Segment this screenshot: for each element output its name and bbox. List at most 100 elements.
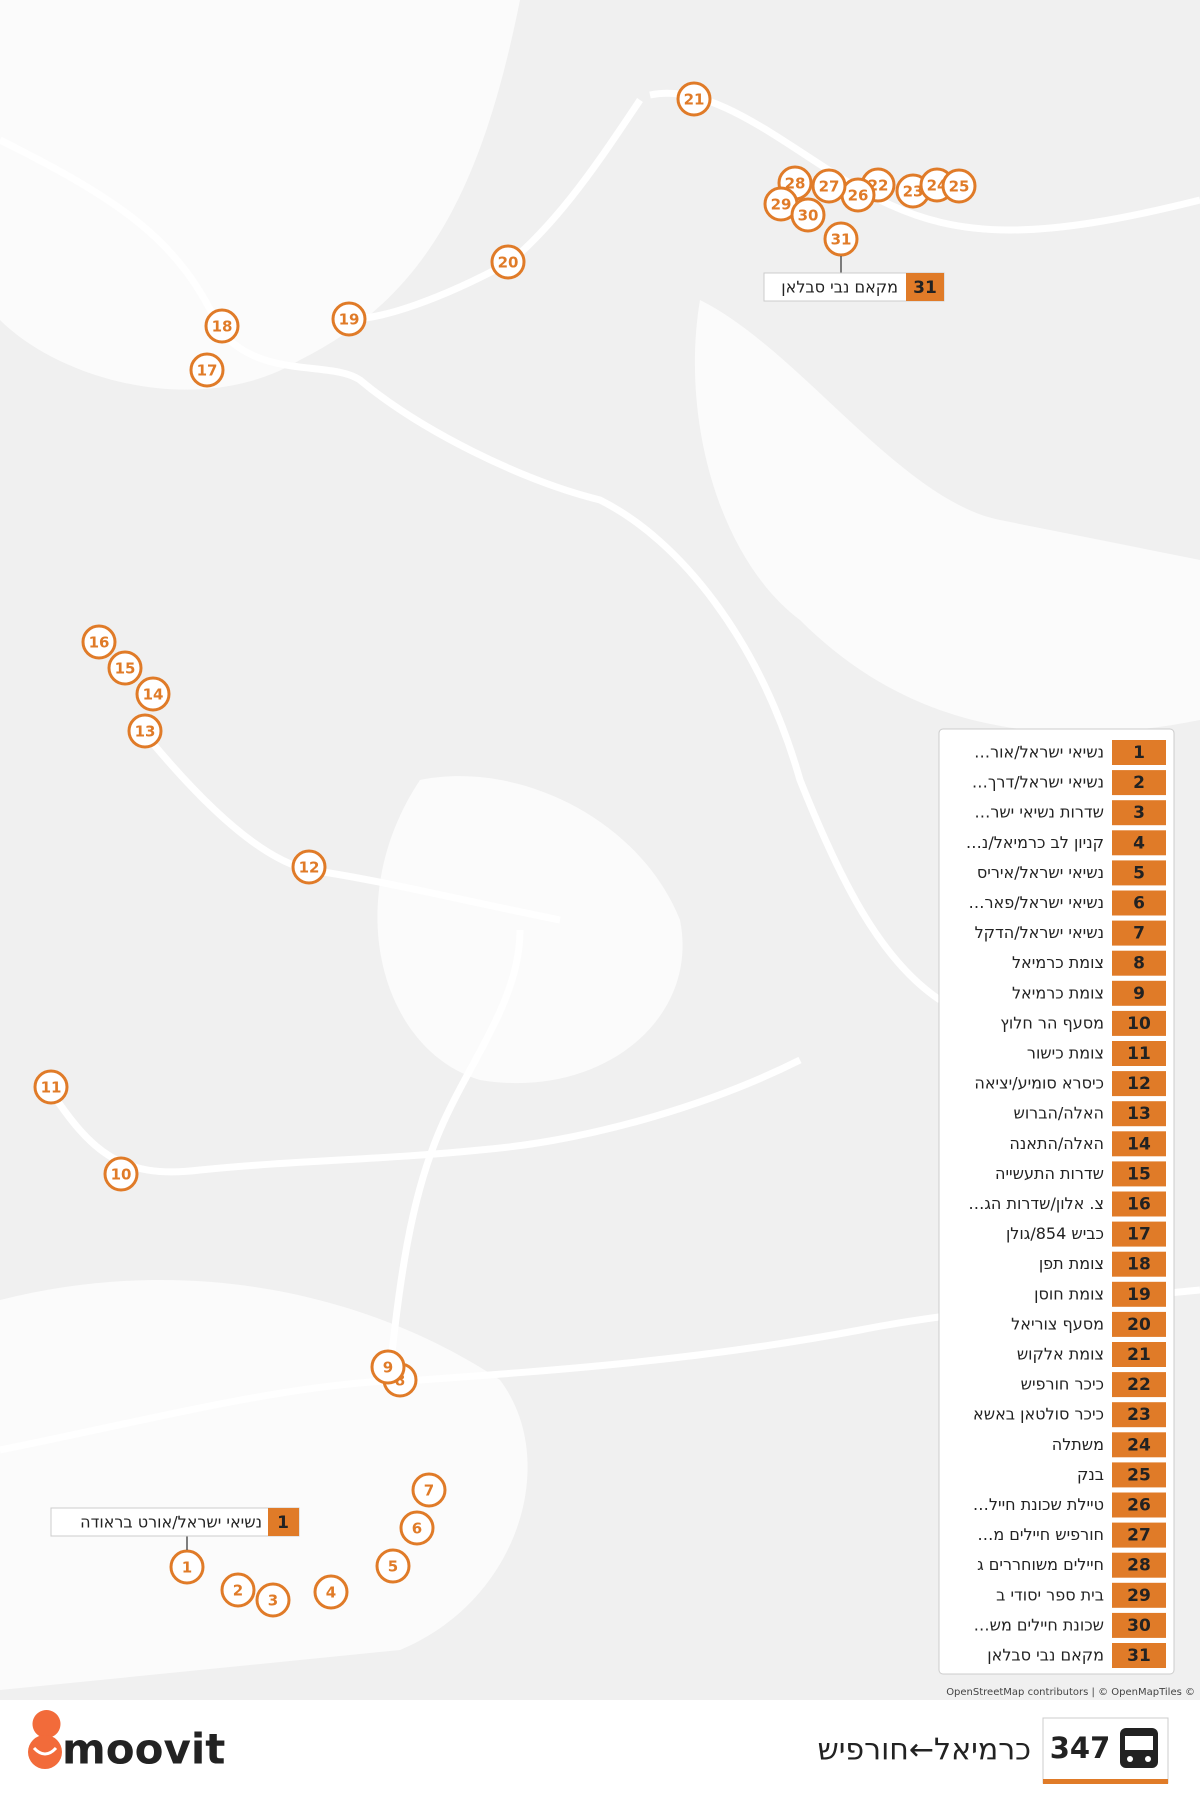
stop-name: נשיאי ישראל/הדקל: [975, 923, 1104, 942]
stop-number-box: [1112, 1161, 1166, 1187]
stop-number: 8: [1133, 954, 1145, 974]
stop-marker-number: 16: [89, 634, 110, 652]
stop-name: נשיאי ישראל/איריס: [977, 863, 1104, 882]
stop-number: 5: [1133, 863, 1145, 883]
stop-number: 17: [1127, 1225, 1151, 1245]
stop-number: 23: [1127, 1405, 1151, 1425]
stop-marker: [291, 849, 327, 885]
stop-marker: [189, 352, 225, 388]
stop-name: האלה/התאנה: [1009, 1134, 1104, 1153]
stop-marker-number: 19: [339, 311, 360, 329]
stop-number: 30: [1127, 1616, 1151, 1636]
stop-marker-number: 31: [831, 231, 852, 249]
stop-number: 31: [1127, 1646, 1151, 1666]
stop-marker-number: 30: [798, 207, 819, 225]
stop-number-box: [1112, 740, 1166, 765]
stop-name: צומת כישור: [1027, 1044, 1104, 1063]
stop-marker: [676, 81, 712, 117]
stop-name: צומת תפן: [1039, 1254, 1104, 1273]
stop-marker: [204, 308, 240, 344]
stop-marker: [107, 650, 143, 686]
stop-number-box: [1112, 830, 1166, 856]
stop-number-box: [1112, 1041, 1166, 1066]
stop-number-box: [1112, 950, 1166, 976]
brand-logo: moovit: [62, 1725, 225, 1774]
stop-marker: [941, 168, 977, 204]
stop-name: חיילים משוחררים ג: [977, 1555, 1104, 1574]
stop-marker-number: 28: [785, 175, 806, 193]
stop-number-box: [1112, 1492, 1166, 1518]
stop-number: 28: [1127, 1556, 1151, 1576]
stop-number: 3: [1133, 803, 1145, 823]
stop-name: האלה/הברוש: [1013, 1104, 1104, 1123]
stop-number: 22: [1127, 1375, 1151, 1395]
stop-number-box: [1112, 860, 1166, 886]
stop-number: 1: [1133, 743, 1145, 763]
stop-number-box: [1112, 1552, 1166, 1578]
stop-list: 1 נשיאי ישראל/אור… 2 נשיאי ישראל/דרך… 3 שדרות…: [966, 740, 1166, 1668]
stop-marker-number: 13: [135, 723, 156, 741]
stop-marker-number: 25: [949, 178, 970, 196]
stop-number: 19: [1127, 1285, 1151, 1305]
stop-marker-number: 20: [498, 254, 519, 272]
stop-number: 12: [1127, 1074, 1151, 1094]
stop-marker-number: 27: [819, 178, 840, 196]
stop-number-box: [1112, 1432, 1166, 1458]
stop-number: 26: [1127, 1496, 1151, 1516]
stop-marker: [790, 197, 826, 233]
callouts: 31 מקאם נבי סבלאן 1 נשיאי ישראל/אורט ברא…: [50, 256, 945, 1550]
stop-name: מקאם נבי סבלאן: [987, 1646, 1104, 1665]
stop-marker-number: 23: [903, 183, 924, 201]
stop-name: שדרות התעשייה: [995, 1164, 1104, 1183]
stop-name: מסעף הר חלוץ: [1000, 1013, 1104, 1032]
callout-number-box: [268, 1508, 299, 1536]
map-land: [0, 0, 1200, 1690]
stop-marker: [169, 1549, 205, 1585]
stop-name: מסעף צוריאל: [1011, 1314, 1104, 1333]
stop-number: 4: [1133, 833, 1145, 853]
stop-marker-number: 9: [383, 1359, 393, 1377]
stop-number-box: [1112, 920, 1166, 946]
callout-number: 31: [913, 278, 937, 298]
stop-name: כיכר חורפיש: [1021, 1375, 1104, 1394]
stop-number: 7: [1133, 924, 1145, 944]
stop-marker-number: 12: [299, 859, 320, 877]
stop-marker-number: 17: [197, 362, 218, 380]
stop-number-box: [1112, 1402, 1166, 1428]
stop-number: 24: [1127, 1435, 1151, 1455]
stop-name: צומת כרמיאל: [1012, 953, 1104, 972]
stop-number: 21: [1127, 1345, 1151, 1365]
stop-number: 15: [1127, 1164, 1151, 1184]
stop-marker-number: 11: [41, 1079, 62, 1097]
stop-marker: [411, 1472, 447, 1508]
stop-number: 14: [1127, 1134, 1151, 1154]
stop-marker: [103, 1156, 139, 1192]
stop-number: 6: [1133, 894, 1145, 914]
stop-marker-number: 26: [848, 187, 869, 205]
stop-marker-number: 6: [412, 1520, 422, 1538]
stop-number-box: [1112, 1221, 1166, 1247]
stop-number: 9: [1133, 984, 1145, 1004]
stop-marker: [375, 1548, 411, 1584]
stop-marker-number: 21: [684, 91, 705, 109]
callout-name: מקאם נבי סבלאן: [781, 278, 898, 297]
moovit-smile: [32, 1746, 58, 1756]
stop-marker-number: 2: [233, 1582, 243, 1600]
stop-number-box: [1112, 1462, 1166, 1488]
stop-number-box: [1112, 1522, 1166, 1548]
stop-marker-number: 3: [268, 1592, 278, 1610]
stop-number-box: [1112, 1071, 1166, 1097]
stop-marker: [255, 1582, 291, 1618]
stop-number: 18: [1127, 1255, 1151, 1275]
stop-number-box: [1112, 1010, 1166, 1036]
stop-number-box: [1112, 1101, 1166, 1127]
route-number: 347: [1050, 1731, 1111, 1765]
stop-marker-number: 1: [182, 1559, 192, 1577]
stop-name: בית ספר יסודי ב: [996, 1585, 1104, 1604]
stop-marker: [811, 168, 847, 204]
route-badge-underline: [1043, 1779, 1168, 1784]
stop-name: צומת אלקוש: [1017, 1345, 1104, 1364]
stop-name: משתלה: [1052, 1435, 1104, 1454]
stop-name: טיילת שכונת חייל…: [973, 1495, 1104, 1514]
